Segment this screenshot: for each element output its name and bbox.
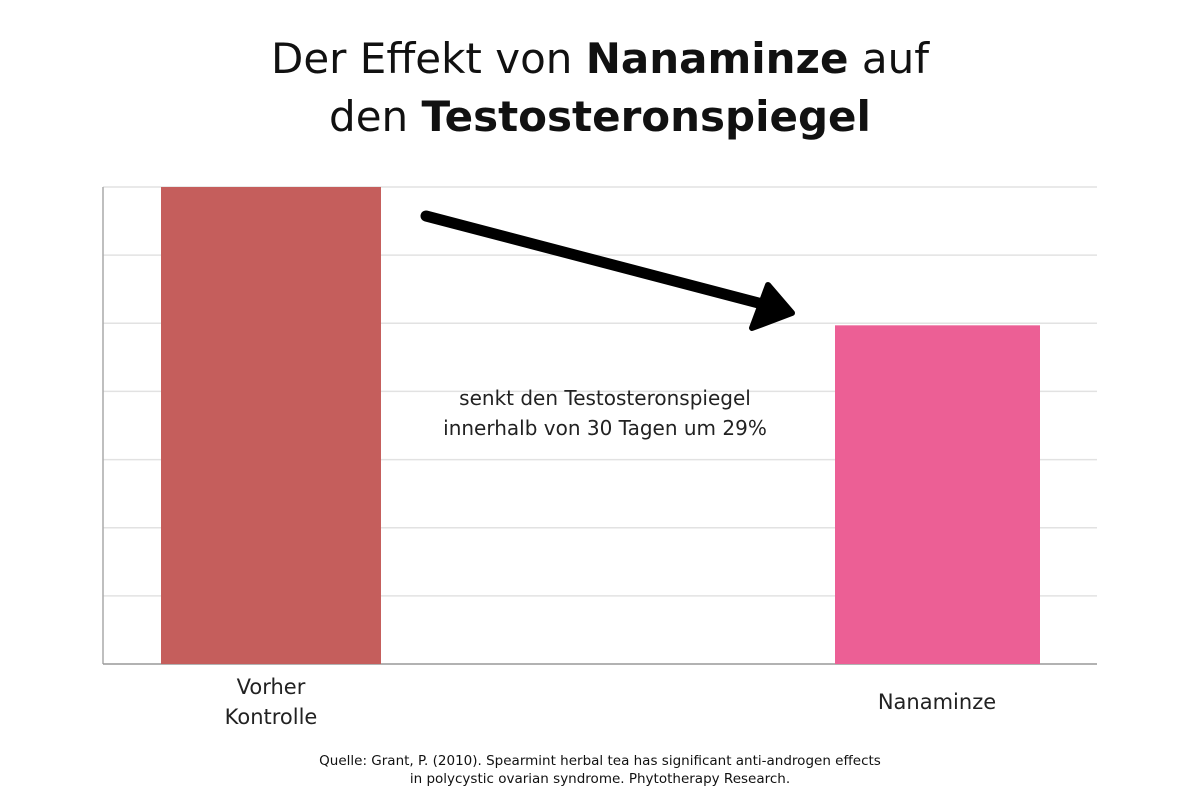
source-line: Quelle: Grant, P. (2010). Spearmint herb… (319, 753, 881, 769)
title-text: Der Effekt von (270, 34, 586, 83)
source-citation: Quelle: Grant, P. (2010). Spearmint herb… (0, 752, 1200, 788)
x-tick-label-0: Vorher Kontrolle (171, 672, 371, 732)
annotation: senkt den Testosteronspiegel innerhalb v… (380, 383, 830, 443)
chart-title: Der Effekt von Nanaminze auf den Testost… (0, 30, 1200, 146)
title-text: auf (848, 34, 929, 83)
x-tick-label-line: Kontrolle (224, 705, 318, 729)
source-line: in polycystic ovarian syndrome. Phytothe… (409, 771, 791, 787)
title-bold-text: Nanaminze (585, 34, 849, 83)
annotation-line: senkt den Testosteronspiegel (459, 386, 751, 410)
x-tick-label-line: Vorher (236, 675, 306, 699)
bar-1 (835, 325, 1040, 664)
title-text: den (329, 92, 422, 141)
x-tick-label-1: Nanaminze (837, 687, 1037, 717)
x-tick-label-line: Nanaminze (877, 690, 997, 714)
annotation-line: innerhalb von 30 Tagen um 29% (443, 416, 767, 440)
title-bold-text: Testosteronspiegel (421, 92, 871, 141)
trend-arrow (420, 210, 795, 331)
bar-0 (161, 187, 381, 664)
